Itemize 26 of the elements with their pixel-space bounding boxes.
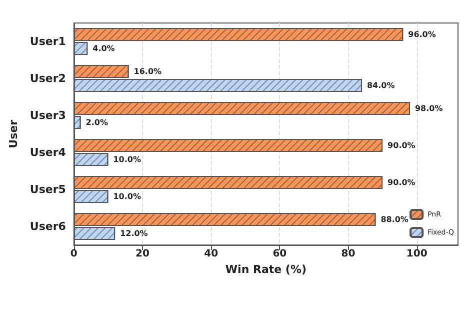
x-tick-label: 40 <box>204 248 218 260</box>
data-label: 98.0% <box>414 104 443 113</box>
y-tick-label: User4 <box>30 146 66 159</box>
data-label: 90.0% <box>388 178 416 187</box>
y-tick-label: User2 <box>30 72 66 85</box>
x-tick-label: 60 <box>272 248 287 260</box>
data-label: 10.0% <box>113 192 141 202</box>
x-axis-title: Win Rate (%) <box>225 262 307 276</box>
x-tick-label: 20 <box>136 248 150 260</box>
y-tick-label: User3 <box>30 109 66 122</box>
data-label: 88.0% <box>380 214 408 224</box>
data-label: 4.0% <box>92 44 115 54</box>
data-label: 96.0% <box>408 30 436 39</box>
x-tick-label: 100 <box>406 248 428 260</box>
y-tick-label: User6 <box>30 220 66 233</box>
data-label: 84.0% <box>366 81 395 90</box>
y-tick-label: User5 <box>30 183 66 196</box>
data-label: 90.0% <box>388 140 416 150</box>
y-tick-label: User1 <box>30 35 66 48</box>
y-axis-title: User <box>7 119 20 148</box>
data-label: 12.0% <box>120 229 148 238</box>
x-tick-label: 0 <box>70 248 78 260</box>
data-label: 16.0% <box>134 66 162 76</box>
data-label: 2.0% <box>86 118 108 128</box>
x-tick-label: 80 <box>341 248 356 260</box>
data-label: 10.0% <box>113 155 141 164</box>
